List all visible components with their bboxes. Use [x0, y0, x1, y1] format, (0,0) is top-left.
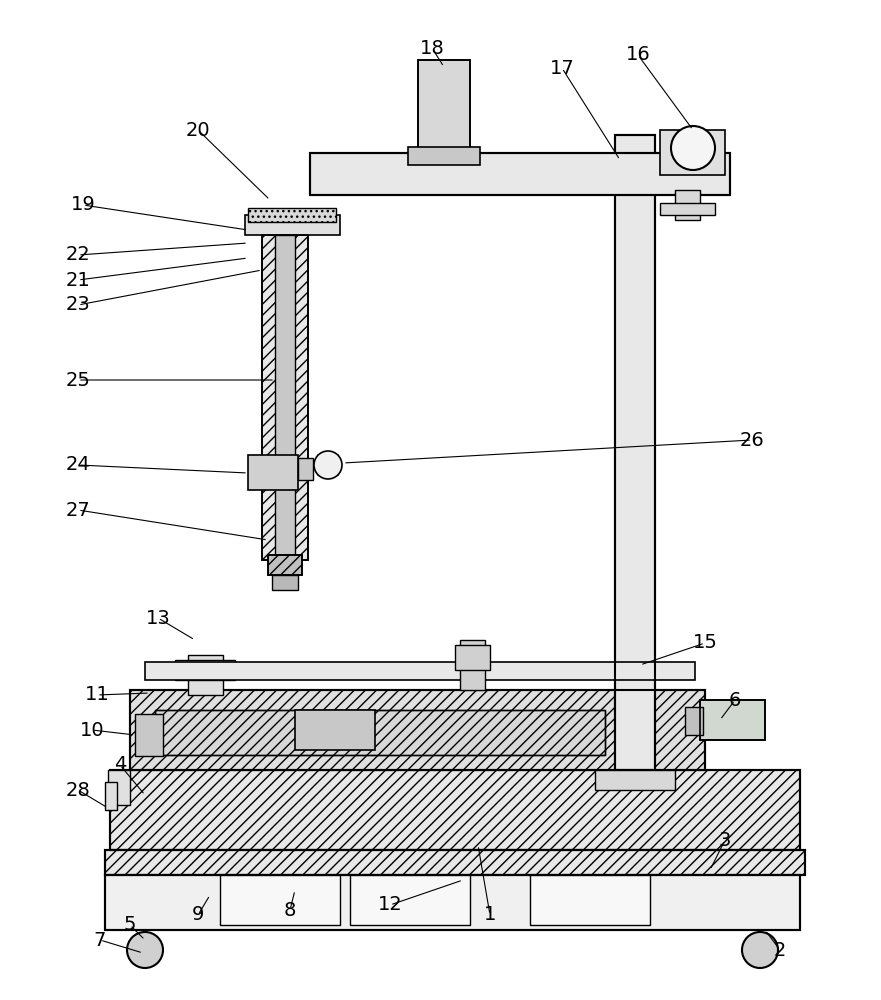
Bar [155, 710, 605, 755]
Text: 19: 19 [70, 196, 95, 215]
Text: 4: 4 [114, 756, 126, 774]
Bar [530, 875, 650, 925]
Bar [268, 555, 302, 575]
Text: 28: 28 [65, 780, 91, 800]
Text: 21: 21 [65, 270, 91, 290]
Bar [155, 710, 605, 755]
Circle shape [314, 451, 342, 479]
Bar [248, 208, 336, 222]
Bar [418, 60, 470, 155]
Bar [105, 875, 800, 930]
Bar [660, 130, 725, 175]
Text: 2: 2 [774, 940, 786, 960]
Text: 16: 16 [626, 45, 650, 64]
Bar [135, 714, 163, 756]
Text: 24: 24 [65, 456, 91, 475]
Bar [245, 215, 340, 235]
Text: 23: 23 [65, 296, 91, 314]
Text: 18: 18 [419, 38, 444, 57]
Circle shape [742, 932, 778, 968]
Bar [220, 875, 340, 925]
Bar [105, 875, 800, 930]
Text: 5: 5 [123, 916, 137, 934]
Bar [110, 770, 800, 850]
Text: 8: 8 [284, 900, 296, 920]
Bar [130, 690, 705, 770]
Bar [675, 190, 700, 220]
Bar [615, 135, 655, 770]
Text: 9: 9 [192, 906, 204, 924]
Text: 10: 10 [79, 720, 104, 740]
Bar [262, 235, 308, 560]
Bar [248, 455, 298, 490]
Text: 17: 17 [550, 58, 574, 78]
Bar [700, 700, 765, 740]
Circle shape [127, 932, 163, 968]
Text: 13: 13 [145, 608, 170, 628]
Bar [295, 710, 375, 750]
Bar [350, 875, 470, 925]
Bar [275, 235, 295, 555]
Bar [408, 147, 480, 165]
Bar [262, 235, 308, 560]
Text: 1: 1 [484, 906, 496, 924]
Text: 26: 26 [740, 430, 765, 450]
Bar [418, 60, 470, 155]
Bar [105, 782, 117, 810]
Bar [310, 153, 730, 195]
Bar [108, 770, 130, 805]
Text: 15: 15 [692, 634, 717, 652]
Bar [105, 850, 805, 875]
Text: 20: 20 [186, 120, 211, 139]
Circle shape [671, 126, 715, 170]
Bar [700, 700, 765, 740]
Text: 6: 6 [729, 690, 741, 710]
Bar [268, 555, 302, 575]
Text: 12: 12 [378, 896, 403, 914]
Text: 25: 25 [65, 370, 91, 389]
Bar [595, 770, 675, 790]
Text: 27: 27 [65, 500, 91, 520]
Bar [615, 135, 655, 770]
Bar [130, 690, 705, 770]
Text: 7: 7 [93, 930, 107, 950]
Bar [145, 662, 695, 680]
Bar [310, 153, 730, 195]
Bar [685, 707, 703, 735]
Text: 11: 11 [85, 686, 109, 704]
Bar [660, 203, 715, 215]
Bar [105, 850, 805, 875]
Bar [455, 645, 490, 670]
Bar [110, 770, 800, 850]
Text: 22: 22 [65, 245, 91, 264]
Bar [175, 660, 235, 680]
Text: 3: 3 [719, 830, 731, 850]
Bar [298, 458, 313, 480]
Bar [188, 655, 223, 695]
Bar [460, 640, 485, 690]
Bar [272, 575, 298, 590]
